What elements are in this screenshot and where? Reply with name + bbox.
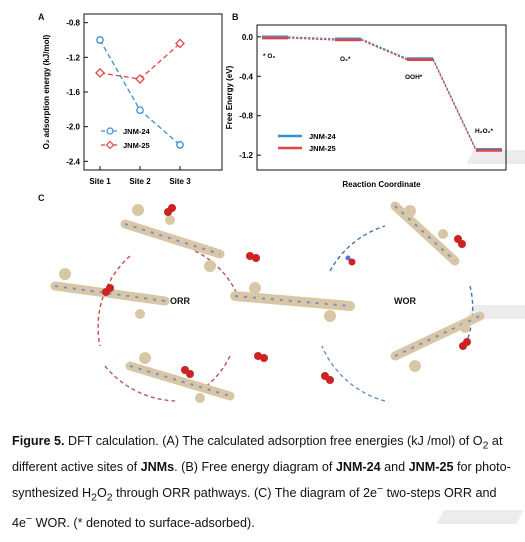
data-point [135, 74, 145, 84]
caption-text: at different active sites of [12, 434, 503, 475]
y-tick-label: -0.4 [239, 72, 253, 81]
caption-text: and [380, 460, 409, 475]
caption-text: through ORR pathways. (C) The diagram of… [112, 485, 377, 500]
x-tick-label: Site 2 [129, 177, 151, 186]
x-tick-label: Site 3 [169, 177, 191, 186]
molecule-center [230, 282, 355, 322]
caption-subscript: 2 [106, 491, 113, 504]
x-axis-label: Reaction Coordinate [342, 180, 421, 189]
y-tick-label: -2.0 [66, 123, 80, 132]
data-point [96, 36, 104, 44]
caption-text: for photo-synthesized H [12, 460, 511, 500]
caption-text: O [96, 485, 107, 500]
y-tick-label: -1.2 [239, 151, 253, 160]
state-label: * O₂ [263, 53, 275, 60]
caption-superscript: − [26, 512, 33, 525]
legend-label: JNM-24 [123, 127, 151, 136]
legend-label: JNM-25 [309, 144, 336, 153]
molecule-top-left [120, 204, 225, 272]
y-tick-label: -0.8 [239, 112, 253, 121]
caption-text: DFT calculation. (A) The calculated adso… [64, 434, 483, 448]
connector-line [360, 39, 408, 61]
caption-subscript: 2 [482, 439, 489, 452]
chart-b: 0.0 -0.4 -0.8 -1.2 Free Energy (eV) Reaction … [225, 24, 507, 189]
legend-label: JNM-25 [123, 141, 150, 150]
plot-frame [256, 24, 507, 171]
y-tick-label: 0.0 [242, 33, 254, 42]
oxygen-molecules [102, 204, 471, 384]
molecule-bottom-right [390, 311, 485, 372]
legend-label: JNM-24 [309, 132, 337, 141]
caption-superscript: − [376, 482, 384, 495]
caption-figure-number: Figure 5. [12, 434, 65, 448]
caption-bold: JNMs [140, 460, 175, 475]
figure-caption: Figure 5. DFT calculation. (A) The calcu… [12, 431, 517, 534]
y-tick-label: -0.8 [66, 19, 80, 28]
wor-label: WOR [394, 296, 416, 306]
water-molecules [345, 255, 356, 266]
connector-line [360, 38, 408, 60]
reaction-cycle-illustration [50, 201, 485, 403]
panel-c-letter: C [38, 193, 45, 203]
caption-bold: JNM-24 [335, 460, 381, 475]
state-label: O₂* [340, 56, 351, 63]
y-tick-label: -2.4 [66, 157, 80, 166]
molecule-top-right [390, 201, 460, 266]
y-tick-label: -1.2 [66, 53, 80, 62]
y-tick-label: -1.6 [66, 88, 80, 97]
caption-bold: JNM-25 [408, 460, 454, 475]
molecule-left [50, 268, 170, 319]
panel-a-letter: A [38, 12, 45, 22]
caption-text: WOR. (* denoted to surface-adsorbed). [32, 515, 255, 530]
caption-text: two-steps ORR and 4e [12, 485, 497, 530]
data-point [176, 141, 184, 149]
data-point [136, 106, 144, 115]
state-label: H₂O₂* [475, 128, 494, 135]
chart-a: -0.8 -1.2 -1.6 -2.0 -2.4 Site 1 Site 2 Site 3 O₂… [42, 13, 223, 186]
caption-text: . (B) Free energy diagram of [174, 460, 336, 475]
state-label: OOH* [405, 74, 423, 81]
legend-marker [106, 127, 114, 135]
caption-subscript: 2 [91, 491, 97, 504]
molecule-bottom-left [125, 352, 235, 403]
data-point [95, 68, 105, 78]
connector-line [432, 59, 477, 151]
y-axis-label: Free Energy (eV) [225, 65, 234, 129]
data-point [175, 38, 185, 49]
legend-marker [105, 140, 115, 150]
orr-label: ORR [170, 296, 190, 306]
y-axis-label: O₂ adsorption energy (kJ/mol) [42, 34, 51, 149]
connector-line [287, 36, 336, 40]
x-tick-label: Site 1 [89, 177, 111, 186]
panel-b-letter: B [232, 12, 239, 22]
